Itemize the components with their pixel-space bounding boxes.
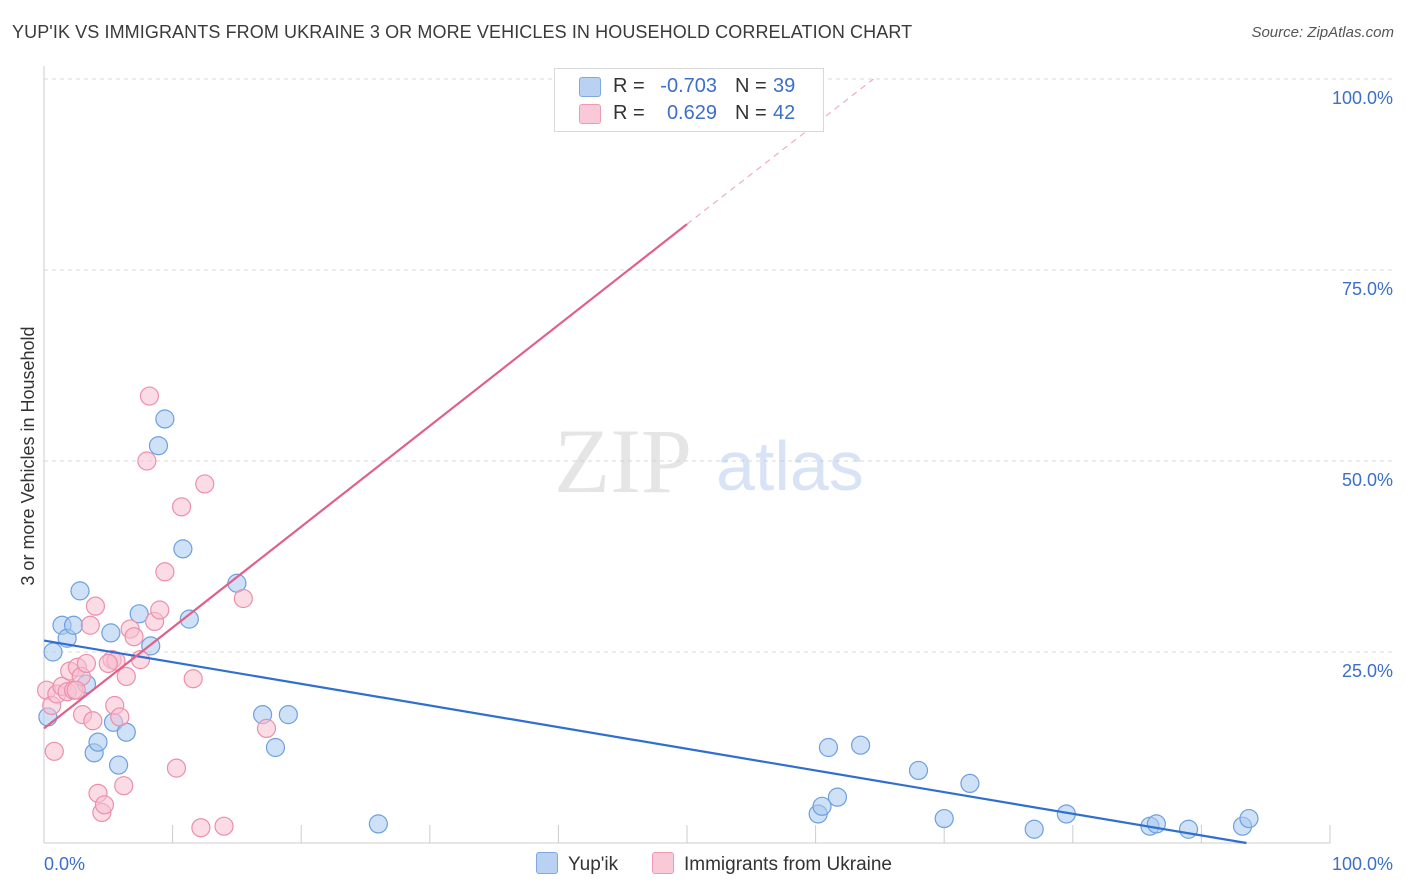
legend-swatch-pink [652,852,674,874]
x-tick-label: 100.0% [1332,854,1393,874]
data-point-ukraine [183,669,203,689]
y-tick-label: 50.0% [1342,470,1393,490]
data-point-ukraine [114,776,134,796]
data-point-yupik [179,609,199,629]
data-point-ukraine [214,816,234,836]
trend-line-ukraine [43,223,688,730]
data-point-ukraine [256,718,277,739]
data-point-yupik [108,755,129,775]
data-point-yupik [1024,819,1044,839]
trend-line-yupik [43,639,1247,845]
data-point-ukraine [94,795,115,815]
data-point-yupik [812,796,832,816]
data-point-ukraine [150,600,170,620]
series-yupik-points [38,409,1259,839]
data-point-yupik [960,773,980,794]
legend-swatch-blue [579,77,601,97]
legend-swatch-blue [536,852,558,874]
legend-n-value: 39 [773,75,796,97]
data-point-yupik [43,642,63,662]
trend-lines [43,78,1247,845]
data-point-ukraine [98,653,118,674]
data-point-ukraine [80,615,100,635]
data-point-ukraine [44,741,64,761]
data-point-yupik [101,623,121,643]
data-point-yupik [368,814,388,834]
data-point-ukraine [116,666,136,687]
x-tick-label: 0.0% [44,854,85,874]
watermark: ZIP atlas [554,410,864,512]
data-point-ukraine [124,627,144,647]
data-point-ukraine [137,451,157,471]
grid-lines [44,78,1392,653]
legend-n-label: N = [735,75,767,97]
series-ukraine-points [36,386,277,838]
legend-item-ukraine: Immigrants from Ukraine [652,852,892,878]
data-point-yupik [851,735,871,755]
series-legend: Yup'ik Immigrants from Ukraine [0,852,1406,878]
data-point-ukraine [233,588,253,609]
y-tick-label: 75.0% [1342,279,1393,299]
watermark-atlas: atlas [716,427,864,505]
chart-title: YUP'IK VS IMMIGRANTS FROM UKRAINE 3 OR M… [12,22,913,42]
legend-r-value: 0.629 [666,102,717,124]
legend-n-label: N = [735,102,767,124]
data-point-yupik [63,615,84,635]
data-point-yupik [155,409,175,429]
stats-legend: R = -0.703 N = 39 R = 0.629 N = 42 [554,68,824,132]
data-point-ukraine [85,596,106,616]
data-point-ukraine [66,680,86,700]
data-point-ukraine [166,758,187,778]
data-point-ukraine [155,562,175,582]
data-point-ukraine [110,707,130,727]
data-point-yupik [1239,808,1259,829]
data-point-yupik [129,604,149,624]
legend-r-value: -0.703 [660,75,717,97]
data-point-ukraine [76,653,97,674]
y-axis-label: 3 or more Vehicles in Household [18,326,38,585]
data-point-yupik [173,539,193,559]
data-point-ukraine [139,386,160,406]
data-point-ukraine [191,818,211,838]
data-point-yupik [148,436,169,456]
data-point-yupik [827,787,848,807]
watermark-zip: ZIP [554,410,692,512]
data-point-ukraine [172,497,192,517]
legend-n-value: 42 [773,102,796,124]
legend-r-label: R = [613,102,645,124]
source-credit: Source: ZipAtlas.com [1251,24,1394,41]
data-point-yupik [1146,814,1166,834]
data-point-yupik [265,737,286,758]
legend-label-ukraine: Immigrants from Ukraine [684,854,892,875]
legend-item-yupik: Yup'ik [536,852,618,878]
data-point-yupik [1178,819,1199,839]
data-point-yupik [908,760,929,781]
data-point-yupik [88,732,108,752]
tick-labels: 25.0% 50.0% 75.0% 100.0% 0.0% 100.0% [44,88,1393,874]
y-tick-label: 100.0% [1332,88,1393,108]
data-point-yupik [278,705,298,725]
data-point-ukraine [83,711,103,731]
legend-r-label: R = [613,75,645,97]
data-point-ukraine [195,474,215,494]
data-point-yupik [818,737,839,758]
y-tick-label: 25.0% [1342,661,1393,681]
legend-swatch-pink [579,104,601,124]
legend-label-yupik: Yup'ik [568,854,619,875]
data-point-yupik [70,581,90,601]
data-point-yupik [934,808,954,829]
